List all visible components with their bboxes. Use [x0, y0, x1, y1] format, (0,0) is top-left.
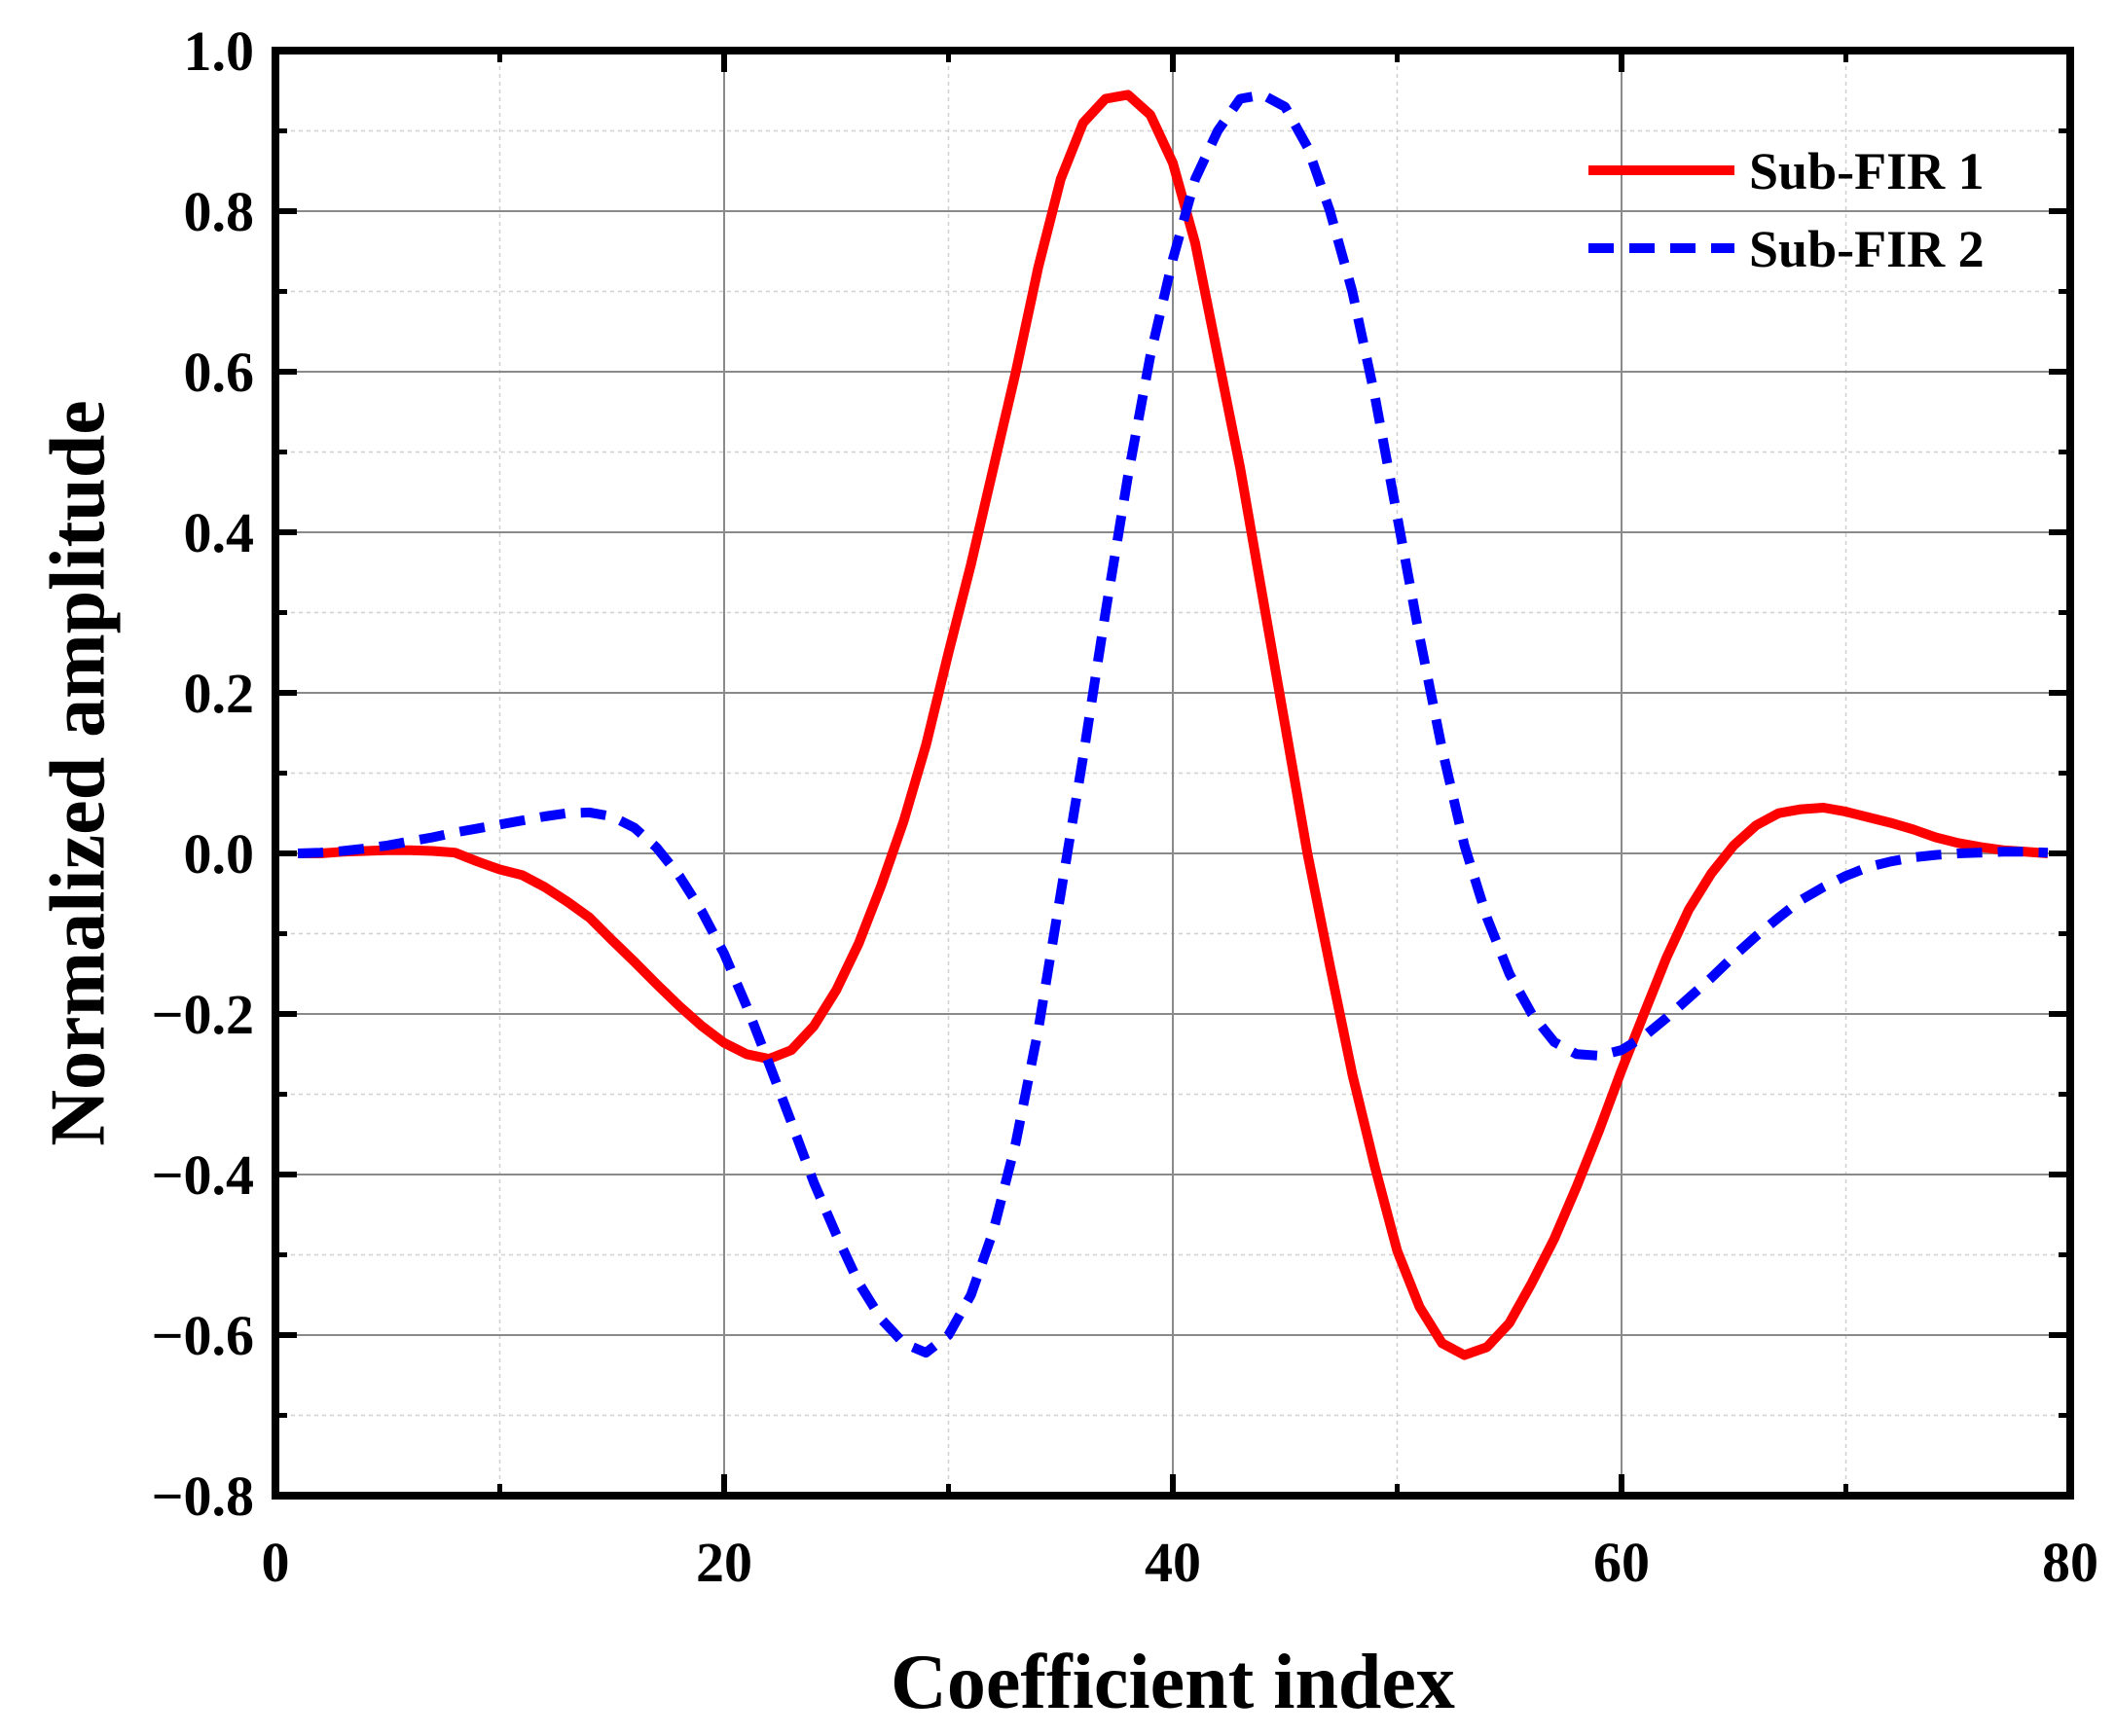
- x-tick-label: 0: [262, 1531, 290, 1594]
- y-tick-label: 0.2: [184, 662, 255, 725]
- legend-label-2: Sub-FIR 2: [1749, 220, 1985, 278]
- y-axis-label: Normalized amplitude: [35, 400, 121, 1146]
- legend-label-1: Sub-FIR 1: [1749, 142, 1985, 200]
- y-tick-label: 0.6: [184, 341, 255, 404]
- y-tick-label: 0.8: [184, 180, 255, 243]
- x-tick-label: 60: [1593, 1531, 1650, 1594]
- axis-ticks: [273, 48, 2073, 1499]
- series-layer: [297, 90, 2049, 1360]
- x-tick-labels: 0 20 40 60 80: [262, 1531, 2099, 1594]
- y-tick-label: −0.8: [151, 1465, 254, 1528]
- x-tick-label: 40: [1145, 1531, 1201, 1594]
- y-tick-label: −0.2: [151, 983, 254, 1046]
- legend: Sub-FIR 1 Sub-FIR 2: [1588, 142, 1985, 278]
- x-tick-label: 20: [696, 1531, 752, 1594]
- y-tick-labels: −0.8 −0.6 −0.4 −0.2 0.0 0.2 0.4 0.6 0.8 1.0: [151, 19, 254, 1528]
- major-grid: [275, 51, 2070, 1496]
- x-axis-label: Coefficient index: [891, 1640, 1455, 1725]
- y-tick-label: −0.6: [151, 1304, 254, 1367]
- y-tick-label: 0.4: [184, 501, 255, 564]
- y-tick-label: 1.0: [184, 19, 255, 83]
- series-line-2: [297, 90, 2049, 1358]
- y-tick-label: 0.0: [184, 822, 255, 886]
- series-line-1: [298, 90, 2049, 1360]
- y-tick-label: −0.4: [151, 1143, 254, 1207]
- x-tick-label: 80: [2042, 1531, 2098, 1594]
